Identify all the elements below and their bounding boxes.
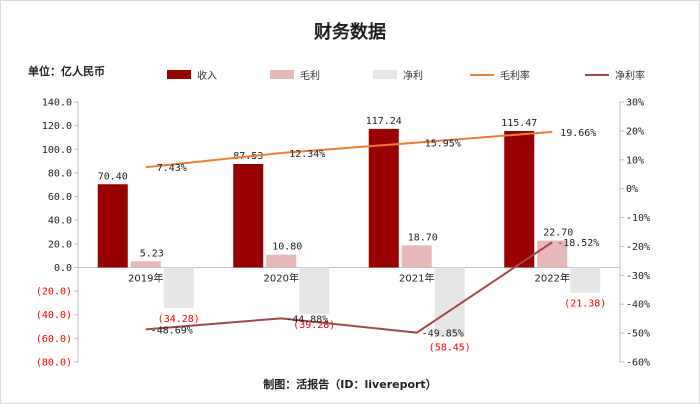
bar-收入 — [97, 184, 128, 268]
bar-净利 — [163, 267, 194, 308]
chart-footer: 制图：活报告（ID：livereport） — [263, 378, 437, 391]
right-tick-label: -30% — [626, 271, 650, 282]
x-tick-label: 2021年 — [399, 271, 434, 284]
left-tick-label: 60.0 — [48, 192, 72, 203]
left-tick-label: 120.0 — [42, 121, 72, 132]
bar-毛利 — [537, 240, 568, 268]
bar-value-label: (58.45) — [429, 343, 471, 354]
x-tick-label: 2022年 — [535, 271, 570, 284]
right-tick-label: -10% — [626, 213, 650, 224]
right-tick-label: -20% — [626, 242, 650, 253]
legend-swatch — [270, 70, 294, 79]
line-净利率 — [145, 241, 553, 334]
legend-swatch — [167, 70, 191, 79]
right-tick-label: 0% — [626, 184, 638, 195]
bar-净利 — [434, 267, 465, 337]
line-value-label: 7.43% — [157, 163, 187, 174]
bar-value-label: 5.23 — [140, 248, 164, 259]
bar-毛利 — [266, 254, 297, 268]
left-tick-label: 100.0 — [42, 145, 72, 156]
left-tick-label: (20.0) — [36, 287, 72, 298]
line-value-label: -44.88% — [286, 314, 328, 325]
line-value-label: -18.52% — [557, 238, 599, 249]
line-value-label: 12.34% — [289, 149, 325, 160]
bar-收入 — [504, 130, 535, 268]
bar-value-label: (39.28) — [293, 320, 335, 331]
legend-item-net-profit: 净利 — [373, 67, 423, 82]
legend-item-gross-margin: 毛利率 — [470, 67, 530, 82]
bar-收入 — [368, 128, 399, 268]
legend-label: 净利 — [403, 71, 423, 82]
right-tick-label: 10% — [626, 155, 644, 166]
chart-title: 财务数据 — [314, 22, 386, 43]
bar-value-label: (34.28) — [158, 314, 200, 325]
bar-净利 — [299, 267, 330, 314]
bar-value-label: 10.80 — [272, 242, 302, 253]
bar-value-label: 70.40 — [98, 171, 128, 182]
bar-value-label: 115.47 — [501, 118, 537, 129]
bar-净利 — [570, 267, 601, 293]
bar-value-label: (21.38) — [564, 299, 606, 310]
legend-swatch — [585, 73, 609, 76]
left-tick-label: (80.0) — [36, 358, 72, 369]
x-tick-label: 2020年 — [264, 271, 299, 284]
left-tick-label: 140.0 — [42, 98, 72, 109]
legend-item-gross-profit: 毛利 — [270, 67, 320, 82]
bar-value-label: 117.24 — [366, 116, 402, 127]
legend-item-net-margin: 净利率 — [585, 67, 645, 82]
right-tick-label: -60% — [626, 358, 650, 369]
legend-label: 毛利率 — [500, 71, 530, 82]
x-tick-label: 2019年 — [128, 271, 163, 284]
bar-毛利 — [130, 261, 161, 268]
line-value-label: -49.85% — [422, 329, 464, 340]
legend-label: 净利率 — [615, 71, 645, 82]
line-value-label: 15.95% — [425, 139, 461, 150]
legend-item-revenue: 收入 — [167, 67, 217, 82]
legend-label: 毛利 — [300, 71, 320, 82]
bar-value-label: 18.70 — [408, 232, 438, 243]
bar-收入 — [233, 164, 264, 268]
unit-label: 单位：亿人民币 — [28, 65, 105, 78]
line-value-label: 19.66% — [560, 128, 596, 139]
right-tick-label: -50% — [626, 329, 650, 340]
left-tick-label: (40.0) — [36, 310, 72, 321]
left-tick-label: 40.0 — [48, 216, 72, 227]
left-tick-label: 20.0 — [48, 239, 72, 250]
left-tick-label: (60.0) — [36, 334, 72, 345]
line-毛利率 — [145, 130, 553, 169]
legend-swatch — [373, 70, 397, 79]
left-tick-label: 80.0 — [48, 168, 72, 179]
legend-label: 收入 — [197, 71, 217, 82]
right-tick-label: -40% — [626, 300, 650, 311]
right-tick-label: 20% — [626, 126, 644, 137]
right-tick-label: 30% — [626, 98, 644, 109]
bar-value-label: 22.70 — [543, 228, 573, 239]
left-tick-label: 0.0 — [54, 263, 72, 274]
line-value-label: -48.69% — [151, 325, 193, 336]
legend: 收入 毛利 净利 毛利率 净利率 — [0, 67, 700, 83]
bar-毛利 — [401, 245, 432, 268]
legend-swatch — [470, 73, 494, 76]
